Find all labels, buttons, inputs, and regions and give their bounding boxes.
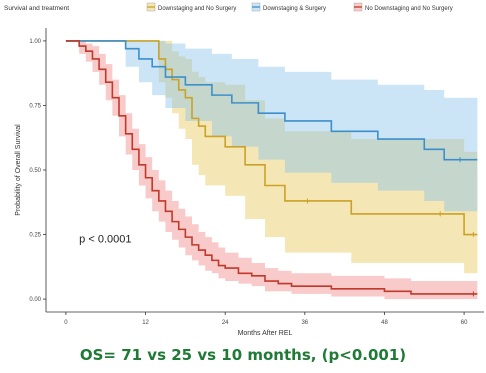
- legend-entry-2: No Downstaging and No Surgery: [365, 6, 453, 12]
- survival-line-series-0: [65, 40, 478, 236]
- legend-entry-1: Downstaging & Surgery: [263, 6, 326, 12]
- y-tick-label: 0.75: [29, 103, 41, 109]
- figure-caption: OS= 71 vs 25 vs 10 months, (p<0.001): [79, 346, 407, 364]
- ci-band-series-1: [65, 40, 478, 212]
- x-tick-label: 36: [301, 320, 308, 326]
- y-axis-label: Probability of Overall Survival: [15, 124, 22, 216]
- y-tick-label: 0.00: [29, 297, 41, 303]
- legend-entry-0: Downstaging and No Surgery: [158, 6, 236, 12]
- y-tick-label: 0.50: [29, 168, 41, 174]
- x-axis-label: Months After REL: [238, 330, 293, 337]
- survival-line-series-1: [65, 40, 478, 161]
- y-tick-label: 1.00: [29, 39, 41, 45]
- survival-line-series-2: [65, 40, 478, 295]
- ci-band-series-0: [65, 40, 478, 274]
- ci-band-series-2: [65, 40, 478, 300]
- x-tick-label: 48: [381, 320, 388, 326]
- y-tick-label: 0.25: [29, 233, 41, 239]
- p-value-annotation: p < 0.0001: [79, 233, 131, 245]
- x-tick-label: 0: [64, 320, 68, 326]
- km-chart: 0 12 24 36 48 60 0.00 0.25 0.50 0.75 1.00 Months Af…: [4, 2, 484, 337]
- x-tick-label: 24: [222, 320, 229, 326]
- x-tick-label: 12: [142, 320, 149, 326]
- legend-title: Survival and treatment: [4, 5, 69, 12]
- x-tick-label: 60: [461, 320, 468, 326]
